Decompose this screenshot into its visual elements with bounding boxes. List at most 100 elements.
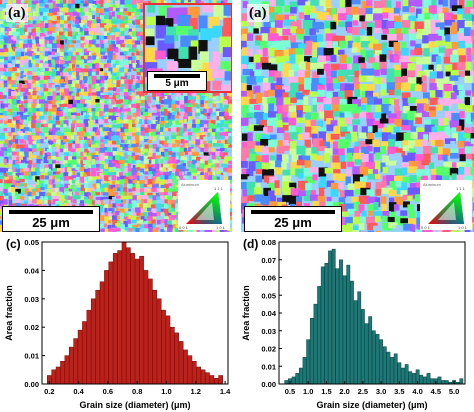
grain-cell: [152, 135, 159, 142]
x-tick-label: 1.0: [161, 387, 171, 396]
grain-cell: [143, 195, 149, 199]
grain-cell: [35, 127, 41, 132]
grain-cell: [346, 103, 358, 115]
grain-cell: [164, 136, 170, 141]
grain-cell: [290, 42, 302, 51]
grain-cell: [52, 151, 56, 158]
grain-cell: [120, 31, 125, 38]
grain-cell: [67, 36, 71, 43]
grain-cell: [24, 0, 31, 7]
grain-cell: [472, 180, 474, 193]
grain-cell: [347, 27, 353, 34]
grain-cell: [179, 171, 183, 176]
grain-cell: [241, 40, 247, 49]
grain-cell: [241, 90, 252, 102]
grain-cell: [64, 99, 70, 106]
grain-cell: [176, 147, 182, 152]
grain-cell: [435, 56, 441, 67]
grain-cell: [139, 64, 143, 69]
grain-cell: [297, 134, 305, 146]
grain-cell: [323, 152, 330, 164]
grain-cell: [354, 70, 360, 79]
grain-cell: [255, 155, 265, 166]
grain-cell: [472, 40, 474, 52]
grain-cell: [387, 33, 398, 45]
grain-cell: [91, 187, 95, 194]
grain-cell: [132, 184, 136, 189]
grain-cell: [96, 32, 102, 37]
grain-cell: [375, 152, 381, 160]
grain-cell: [32, 180, 36, 186]
grain-cell: [131, 168, 138, 174]
histogram-bar: [320, 266, 325, 385]
grain-cell: [184, 136, 191, 144]
grain-cell: [208, 228, 213, 232]
grain-cell: [304, 48, 312, 55]
grain-cell: [374, 55, 383, 62]
grain-cell: [103, 183, 110, 188]
grain-cell: [192, 228, 198, 232]
grain-cell: [168, 175, 174, 182]
grain-cell: [463, 127, 471, 137]
grain-cell: [407, 70, 416, 78]
grain-cell: [171, 135, 178, 140]
grain-cell: [200, 131, 205, 138]
y-tick-label: 0.03: [24, 295, 39, 304]
grain-cell: [312, 42, 323, 50]
grain-cell: [145, 36, 155, 46]
grain-cell: [79, 156, 83, 161]
grain-cell: [39, 116, 45, 120]
grain-cell: [393, 55, 400, 63]
grain-cell: [40, 196, 44, 201]
grain-cell: [99, 108, 103, 113]
grain-cell: [456, 62, 467, 71]
grain-cell: [119, 107, 123, 112]
grain-cell: [47, 140, 54, 146]
grain-cell: [48, 16, 53, 22]
grain-cell: [135, 111, 141, 118]
grain-cell: [116, 176, 121, 183]
grain-cell: [295, 28, 305, 36]
grain-cell: [87, 120, 95, 125]
histogram-bar: [328, 250, 332, 385]
grain-cell: [24, 20, 31, 23]
grain-cell: [373, 77, 384, 86]
grain-cell: [228, 224, 232, 229]
grain-cell: [103, 55, 108, 59]
grain-cell: [212, 80, 222, 90]
grain-cell: [156, 176, 162, 183]
grain-cell: [36, 179, 40, 186]
grain-cell: [59, 191, 63, 198]
grain-cell: [160, 151, 166, 158]
grain-cell: [87, 127, 91, 132]
grain-cell: [338, 13, 349, 21]
grain-cell: [88, 143, 92, 148]
grain-cell: [36, 76, 42, 84]
grain-cell: [63, 172, 69, 179]
histogram-bar: [430, 378, 435, 385]
grain-cell: [124, 179, 129, 185]
grain-cell: [204, 91, 209, 97]
grain-cell: [4, 107, 9, 111]
grain-cell: [107, 51, 113, 58]
grain-cell: [290, 140, 300, 150]
grain-cell: [155, 15, 166, 28]
grain-cell: [458, 40, 466, 50]
grain-cell: [43, 0, 49, 3]
grain-cell: [260, 27, 272, 34]
grain-cell: [180, 104, 187, 110]
grain-cell: [91, 23, 97, 29]
grain-cell: [270, 195, 277, 205]
grain-cell: [317, 84, 326, 91]
grain-cell: [224, 71, 231, 81]
grain-cell: [115, 207, 119, 213]
y-tick-label: 0.08: [261, 238, 276, 247]
grain-cell: [346, 69, 357, 75]
grain-cell: [32, 159, 36, 165]
grain-cell: [103, 8, 110, 15]
grain-cell: [27, 191, 33, 197]
grain-cell: [136, 216, 142, 221]
grain-cell: [358, 223, 365, 230]
grain-cell: [67, 3, 74, 9]
grain-cell: [295, 54, 305, 66]
